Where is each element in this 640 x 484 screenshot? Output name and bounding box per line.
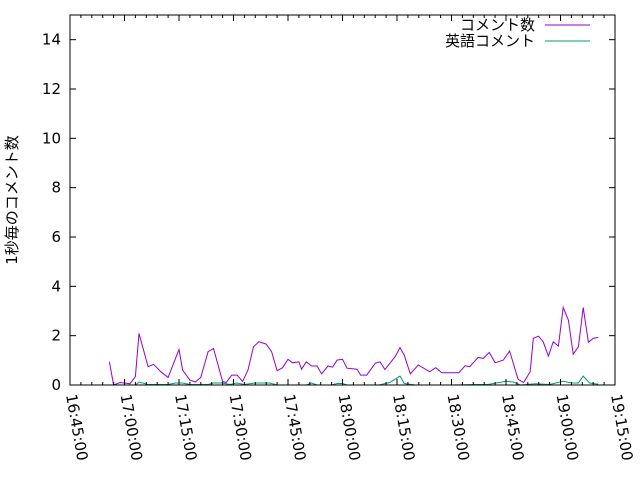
x-tick-label: 16:45:00 [62,393,91,462]
legend: コメント数 英語コメント [445,16,590,50]
x-tick-label: 18:00:00 [335,393,364,462]
y-tick-label: 2 [51,327,61,345]
plot-frame [69,14,616,386]
y-tick-label: 4 [51,277,61,295]
y-tick-label: 0 [51,376,61,394]
y-tick-label: 6 [51,228,61,246]
y-tick-label: 14 [42,31,61,49]
y-axis-label: 1秒毎のコメント数 [3,135,21,265]
x-tick-label: 19:15:00 [607,393,636,462]
x-tick-label: 17:00:00 [117,393,146,462]
x-tick-label: 17:15:00 [171,393,200,462]
legend-label-0: コメント数 [460,16,535,34]
x-tick-label: 18:30:00 [444,393,473,462]
plot-lines [108,305,599,386]
axes: 0 2 4 6 8 10 12 14 16:45:00 17:00:00 17:15:00 17:30… [42,15,636,462]
y-tick-label: 12 [42,80,61,98]
x-tick-label: 19:00:00 [553,393,582,462]
legend-label-1: 英語コメント [445,32,535,50]
x-tick-label: 18:15:00 [389,393,418,462]
y-tick-label: 8 [51,179,61,197]
series-line-0 [108,305,599,386]
x-tick-label: 18:45:00 [498,393,527,462]
x-tick-label: 17:30:00 [226,393,255,462]
y-tick-label: 10 [42,129,61,147]
x-tick-label: 17:45:00 [280,393,309,462]
